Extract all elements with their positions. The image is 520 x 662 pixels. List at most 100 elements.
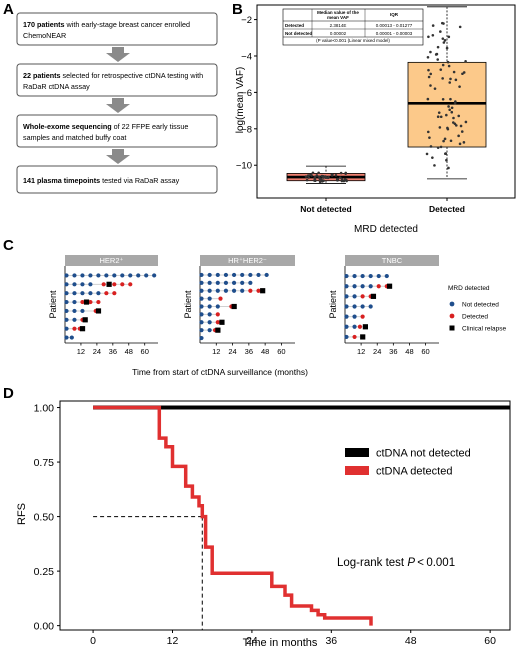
boxplot-point (427, 35, 430, 39)
boxplot-point (317, 171, 320, 175)
svg-text:141 plasma timepoints tested v: 141 plasma timepoints tested via RaDaR a… (23, 176, 180, 185)
facet-header (200, 255, 295, 266)
swimmer-not-detected-point (199, 335, 204, 341)
swimmer-not-detected-point (199, 304, 204, 309)
swimmer-not-detected-point (104, 273, 109, 278)
boxplot-point (436, 45, 440, 49)
swimmer-detected-point (218, 296, 223, 301)
swimmer-not-detected-point (80, 282, 85, 287)
boxplot-point (433, 87, 437, 90)
boxplot-y-ticks: −10 −8 −6 −4 −2 (236, 15, 257, 172)
swimmer-not-detected-point (199, 312, 204, 317)
facet-x-tick-label: 60 (141, 347, 149, 356)
flowchart: 170 patients with early-stage breast can… (16, 12, 218, 194)
inset-row-2-iqr: 0.00001 - 0.00003 (376, 31, 413, 36)
boxplot-point (326, 176, 330, 180)
boxplot-y-label: log(mean VAF) (235, 67, 246, 134)
inset-row-1-label: Detected (285, 23, 304, 28)
boxplot-point (457, 134, 460, 138)
swimmer-not-detected-point (199, 320, 204, 325)
boxplot-point (458, 25, 462, 29)
flow-box-2-rest: selected for retrospective ctDNA testing… (61, 71, 204, 80)
legend-not-detected-marker (449, 301, 455, 307)
boxplot-point (452, 121, 455, 124)
panel-label-d: D (3, 385, 14, 402)
boxplot-point (447, 35, 451, 39)
swimmer-not-detected-point (344, 314, 349, 319)
boxplot-point (304, 175, 308, 178)
boxplot-point (431, 33, 435, 37)
boxplot-point (313, 176, 317, 179)
swimmer-legend-title: MRD detected (448, 285, 490, 292)
swimmer-not-detected-point (352, 324, 357, 329)
swimmer-relapse-marker (370, 293, 377, 299)
flow-arrow-1 (106, 47, 130, 62)
facet-y-label: Patient (48, 290, 58, 319)
flow-box-3-bold: Whole-exome sequencing (23, 122, 112, 131)
swimmer-relapse-marker (360, 334, 366, 340)
swimmer-detected-point (88, 299, 93, 305)
swimmer-not-detected-point (223, 272, 229, 278)
km-legend-not-detected-label: ctDNA not detected (376, 448, 471, 460)
km-legend-not-detected-swatch (345, 448, 369, 457)
swimmer-not-detected-point (64, 317, 69, 322)
swimmer-not-detected-point (231, 272, 237, 278)
boxplot-point (454, 124, 458, 127)
swimmer-not-detected-point (360, 273, 365, 279)
boxplot-point (429, 50, 432, 54)
swimmer-legend: MRD detected Not detected Detected Clini… (448, 285, 506, 333)
flow-box-1-line2: ChemoNEAR (23, 31, 66, 40)
boxplot-y-tick-label: −10 (236, 161, 252, 172)
km-x-label: Time in months (243, 637, 318, 649)
flow-box-2: 22 patients selected for retrospective c… (16, 63, 218, 97)
facet-x-tick-label: 24 (228, 347, 236, 356)
facet-header (65, 255, 158, 266)
swimmer-relapse-marker (79, 326, 86, 332)
boxplot-point (462, 141, 466, 144)
swimmer-relapse-marker (231, 303, 237, 310)
swimmer-not-detected-point (64, 273, 69, 278)
km-logrank-p: P (407, 557, 415, 569)
swimmer-not-detected-point (215, 272, 220, 278)
swimmer-relapse-marker (219, 319, 225, 325)
facet-x-tick-label: 48 (405, 347, 413, 356)
boxplot-point (452, 70, 456, 74)
boxplot-point (425, 152, 429, 156)
swimmer-not-detected-point (199, 328, 204, 333)
swimmer-detected-point (104, 291, 109, 296)
flow-box-2-bold: 22 patients (23, 71, 61, 80)
boxplot-point (464, 120, 468, 124)
boxplot-point (435, 52, 439, 56)
km-x-tick-label: 48 (405, 635, 417, 647)
swimmer-not-detected-point (64, 282, 69, 287)
swimmer-not-detected-point (207, 288, 212, 293)
facet-x-tick-label: 36 (245, 347, 253, 356)
boxplot-point (339, 171, 343, 175)
swimmer-detected-point (72, 326, 77, 331)
boxplot-point (428, 136, 431, 139)
flow-arrow-3 (106, 149, 130, 164)
box-iqr (407, 61, 487, 148)
boxplot-point (426, 97, 430, 101)
km-x-tick-label: 36 (325, 635, 337, 647)
flow-box-3-rest: of 22 FFPE early tissue (112, 122, 189, 131)
boxplot-point (464, 60, 467, 63)
swimmer-not-detected-point (352, 284, 357, 289)
boxplot-point (335, 177, 339, 181)
swimmer-not-detected-point (344, 324, 349, 329)
swimmer-not-detected-point (264, 272, 269, 278)
boxplot-point (447, 166, 450, 170)
swimmer-not-detected-point (352, 314, 357, 319)
swimmer-not-detected-point (248, 272, 253, 278)
boxplot-point (429, 72, 433, 76)
inset-row-1-iqr: 0.00013 - 0.01277 (376, 23, 413, 28)
facet-x-tick-label: 12 (212, 347, 220, 356)
boxplot-point (439, 115, 443, 119)
svg-text:Whole-exome sequencing of 22 F: Whole-exome sequencing of 22 FFPE early … (23, 122, 188, 131)
boxplot-point (436, 58, 440, 61)
km-legend-detected-swatch (345, 466, 369, 475)
swimmer-detected-point (112, 291, 117, 296)
swimmer-not-detected-point (72, 299, 77, 305)
boxplot-point (439, 145, 443, 149)
boxplot-point (426, 130, 430, 134)
